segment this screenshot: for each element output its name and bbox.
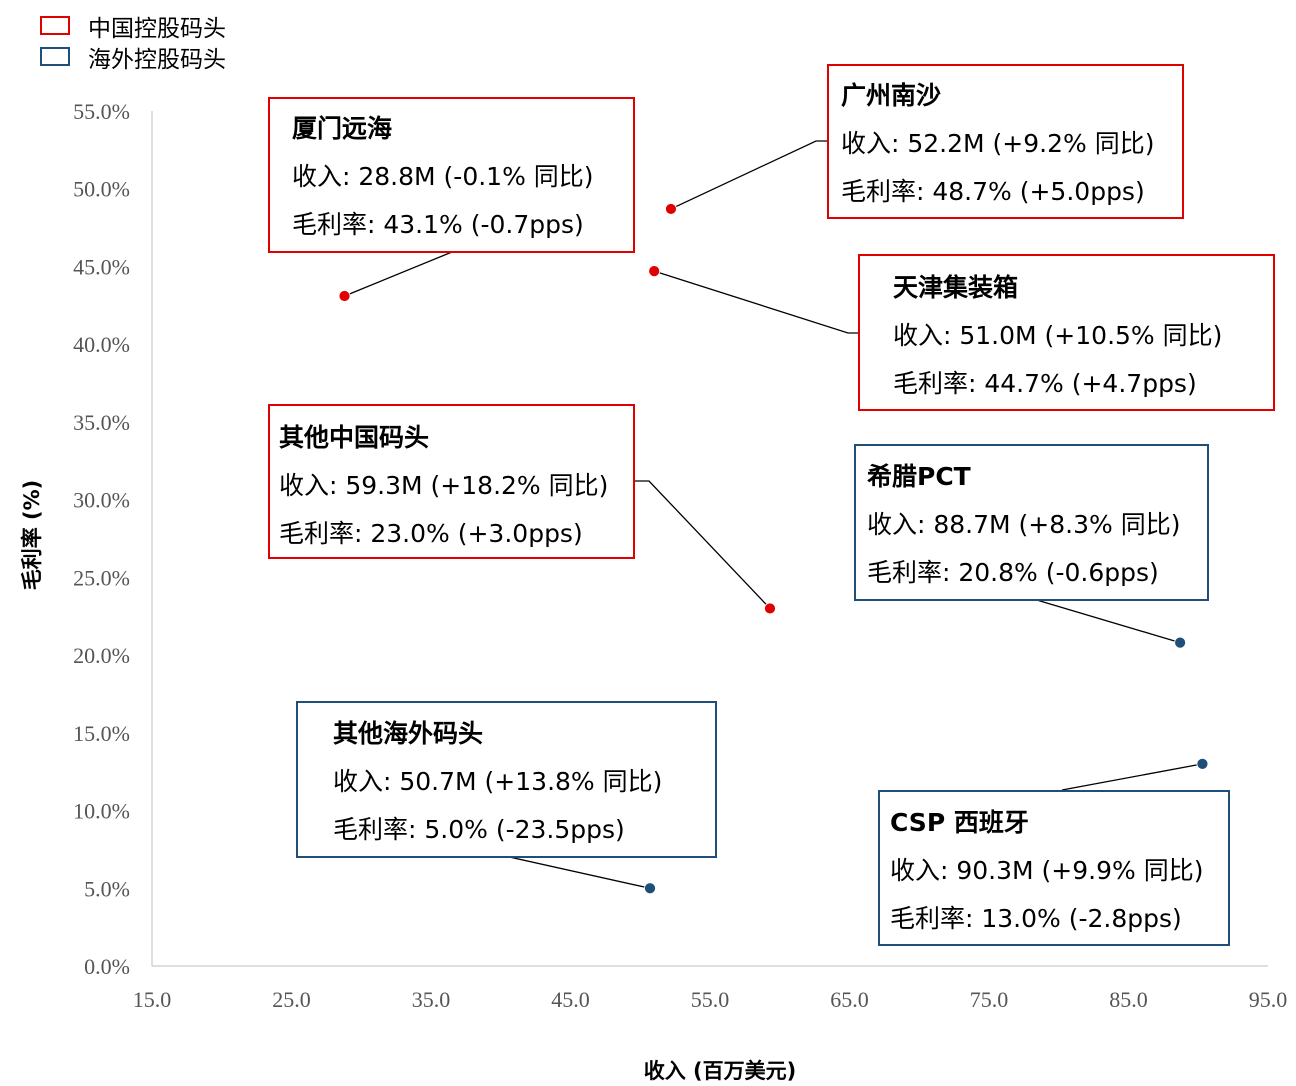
data-point <box>644 882 656 895</box>
annotation-title: 厦门远海 <box>292 114 393 143</box>
legend-swatch-china <box>40 16 70 35</box>
annotation-nansha: 广州南沙 收入: 52.2M (+9.2% 同比) 毛利率: 48.7% (+5… <box>827 64 1184 219</box>
annotation-title: 天津集装箱 <box>893 273 1019 302</box>
x-tick-label: 35.0 <box>412 987 451 1012</box>
x-tick-label: 65.0 <box>830 987 869 1012</box>
leader-line <box>344 251 453 297</box>
data-point <box>338 290 351 302</box>
annotation-title: CSP 西班牙 <box>890 808 1029 837</box>
leader-line <box>504 855 651 889</box>
annotation-margin: 毛利率: 48.7% (+5.0pps) <box>841 177 1145 206</box>
annotation-margin: 毛利率: 20.8% (-0.6pps) <box>867 558 1159 587</box>
annotation-revenue: 收入: 90.3M (+9.9% 同比) <box>890 856 1204 885</box>
annotation-csp-spain: CSP 西班牙 收入: 90.3M (+9.9% 同比) 毛利率: 13.0% … <box>878 790 1230 946</box>
annotation-margin: 毛利率: 43.1% (-0.7pps) <box>292 210 584 239</box>
y-tick-label: 5.0% <box>84 876 130 901</box>
annotation-margin: 毛利率: 5.0% (-23.5pps) <box>333 815 625 844</box>
x-tick-label: 95.0 <box>1249 987 1288 1012</box>
annotation-xiamen: 厦门远海 收入: 28.8M (-0.1% 同比) 毛利率: 43.1% (-0… <box>268 97 635 253</box>
x-tick-label: 15.0 <box>133 987 172 1012</box>
legend-label-china: 中国控股码头 <box>88 15 226 42</box>
annotation-revenue: 收入: 28.8M (-0.1% 同比) <box>292 162 594 191</box>
annotation-margin: 毛利率: 13.0% (-2.8pps) <box>890 904 1182 933</box>
annotation-greece-pct: 希腊PCT 收入: 88.7M (+8.3% 同比) 毛利率: 20.8% (-… <box>854 444 1209 601</box>
annotation-title: 希腊PCT <box>867 462 971 491</box>
y-tick-label: 20.0% <box>73 643 130 668</box>
annotation-revenue: 收入: 50.7M (+13.8% 同比) <box>333 767 663 796</box>
y-axis-title: 毛利率 (%) <box>20 479 44 591</box>
y-tick-label: 55.0% <box>73 99 130 124</box>
annotation-other-overseas: 其他海外码头 收入: 50.7M (+13.8% 同比) 毛利率: 5.0% (… <box>296 701 717 858</box>
leader-line <box>635 480 771 609</box>
leader-line <box>670 140 827 210</box>
leader-line <box>654 270 858 334</box>
y-tick-label: 15.0% <box>73 721 130 746</box>
y-tick-label: 0.0% <box>84 954 130 979</box>
data-point <box>665 203 677 215</box>
y-tick-label: 35.0% <box>73 410 130 435</box>
x-tick-label: 75.0 <box>970 987 1009 1012</box>
y-tick-label: 50.0% <box>73 177 130 202</box>
y-tick-label: 30.0% <box>73 488 130 513</box>
legend-swatch-overseas <box>40 47 70 66</box>
leader-line <box>1029 597 1181 644</box>
annotation-revenue: 收入: 88.7M (+8.3% 同比) <box>867 510 1181 539</box>
data-point <box>648 265 661 278</box>
annotation-revenue: 收入: 51.0M (+10.5% 同比) <box>893 321 1223 350</box>
y-tick-label: 10.0% <box>73 799 130 824</box>
legend-item-overseas: 海外控股码头 <box>40 41 226 73</box>
x-tick-label: 25.0 <box>272 987 311 1012</box>
x-tick-label: 85.0 <box>1109 987 1148 1012</box>
y-tick-label: 45.0% <box>73 254 130 279</box>
annotation-margin: 毛利率: 44.7% (+4.7pps) <box>893 369 1197 398</box>
annotation-revenue: 收入: 59.3M (+18.2% 同比) <box>279 471 609 500</box>
leader-line <box>1061 763 1203 791</box>
data-point <box>1174 636 1187 649</box>
legend-label-overseas: 海外控股码头 <box>88 46 226 73</box>
annotation-margin: 毛利率: 23.0% (+3.0pps) <box>279 519 583 548</box>
x-axis-title: 收入 (百万美元) <box>643 1059 797 1083</box>
data-point <box>1196 758 1209 770</box>
annotation-tianjin: 天津集装箱 收入: 51.0M (+10.5% 同比) 毛利率: 44.7% (… <box>858 254 1275 411</box>
y-tick-label: 25.0% <box>73 565 130 590</box>
annotation-title: 广州南沙 <box>841 81 942 110</box>
annotation-title: 其他中国码头 <box>279 423 430 452</box>
annotation-revenue: 收入: 52.2M (+9.2% 同比) <box>841 129 1155 158</box>
data-point <box>764 602 776 615</box>
y-tick-label: 40.0% <box>73 332 130 357</box>
legend: 中国控股码头 海外控股码头 <box>40 10 226 73</box>
legend-item-china: 中国控股码头 <box>40 10 226 42</box>
x-tick-label: 55.0 <box>691 987 730 1012</box>
x-tick-label: 45.0 <box>551 987 590 1012</box>
annotation-other-china: 其他中国码头 收入: 59.3M (+18.2% 同比) 毛利率: 23.0% … <box>268 404 635 559</box>
annotation-title: 其他海外码头 <box>333 719 484 748</box>
